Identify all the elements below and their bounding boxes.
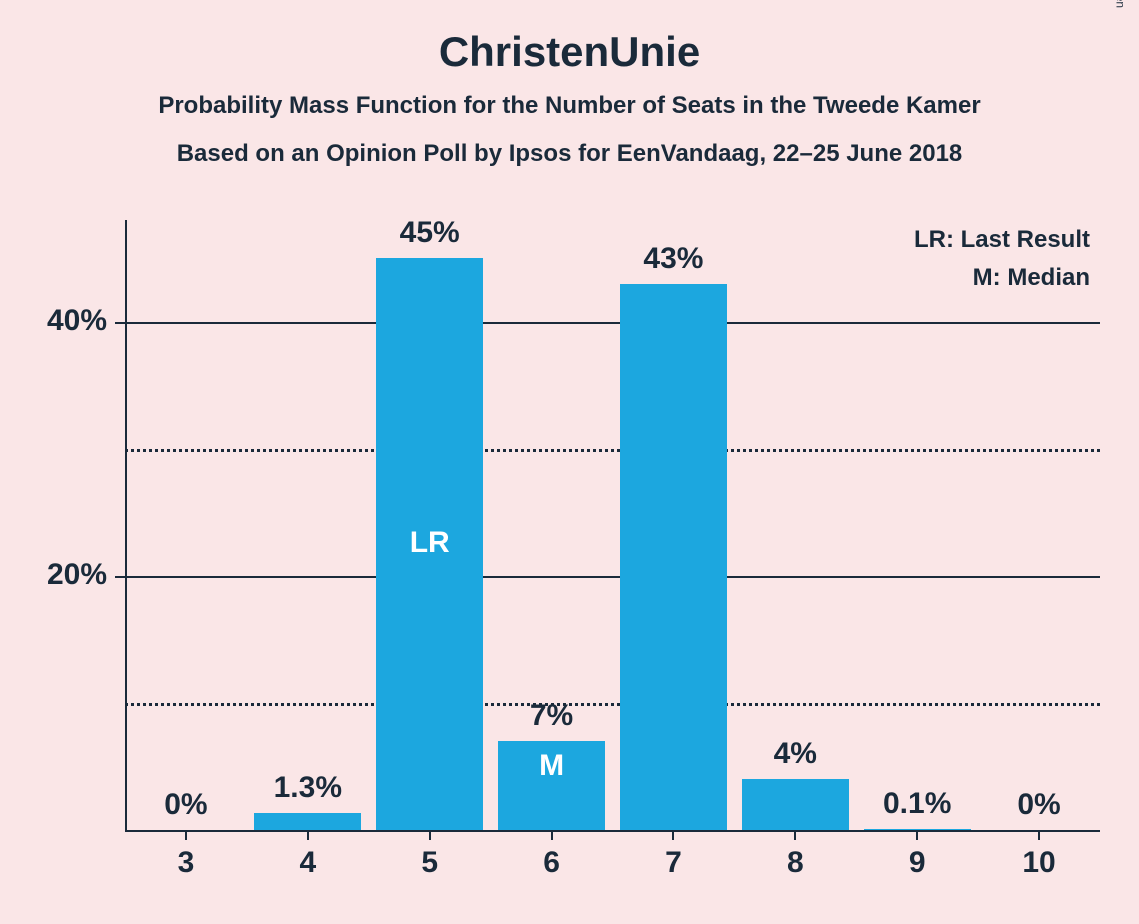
xtick-label: 10 xyxy=(978,846,1100,880)
chart-canvas: ChristenUnie Probability Mass Function f… xyxy=(0,0,1139,924)
xtick-label: 7 xyxy=(613,846,735,880)
bar-inner-label: LR xyxy=(376,526,483,560)
bar-value-label: 0% xyxy=(978,788,1100,822)
ytick-mark xyxy=(115,322,125,324)
chart-title: ChristenUnie xyxy=(0,28,1139,76)
bar-value-label: 0% xyxy=(125,788,247,822)
grid-minor xyxy=(125,449,1100,452)
xtick-label: 5 xyxy=(369,846,491,880)
x-axis xyxy=(125,830,1100,832)
grid-major xyxy=(125,322,1100,324)
ytick-label: 40% xyxy=(7,304,107,338)
xtick-label: 8 xyxy=(734,846,856,880)
xtick-label: 4 xyxy=(247,846,369,880)
bar-value-label: 0.1% xyxy=(856,787,978,821)
copyright-text: © 2020 Filip van Laenen xyxy=(1113,0,1127,8)
chart-subtitle-1: Probability Mass Function for the Number… xyxy=(0,92,1139,120)
y-axis xyxy=(125,220,127,830)
legend-item: LR: Last Result xyxy=(914,226,1090,254)
bar-inner-label: M xyxy=(498,749,605,783)
grid-major xyxy=(125,576,1100,578)
chart-subtitle-2: Based on an Opinion Poll by Ipsos for Ee… xyxy=(0,140,1139,168)
bar-value-label: 45% xyxy=(369,216,491,250)
bar xyxy=(620,284,727,830)
bar-value-label: 1.3% xyxy=(247,771,369,805)
bar-value-label: 4% xyxy=(734,737,856,771)
bar xyxy=(742,779,849,830)
plot-area: 20%40%0%31.3%445%LR57%M643%74%80.1%90%10… xyxy=(125,220,1100,830)
bar-value-label: 43% xyxy=(613,242,735,276)
bar-value-label: 7% xyxy=(491,699,613,733)
bar xyxy=(254,813,361,830)
xtick-label: 3 xyxy=(125,846,247,880)
ytick-mark xyxy=(115,576,125,578)
legend-item: M: Median xyxy=(973,264,1090,292)
ytick-label: 20% xyxy=(7,558,107,592)
xtick-label: 6 xyxy=(491,846,613,880)
grid-minor xyxy=(125,703,1100,706)
xtick-label: 9 xyxy=(856,846,978,880)
